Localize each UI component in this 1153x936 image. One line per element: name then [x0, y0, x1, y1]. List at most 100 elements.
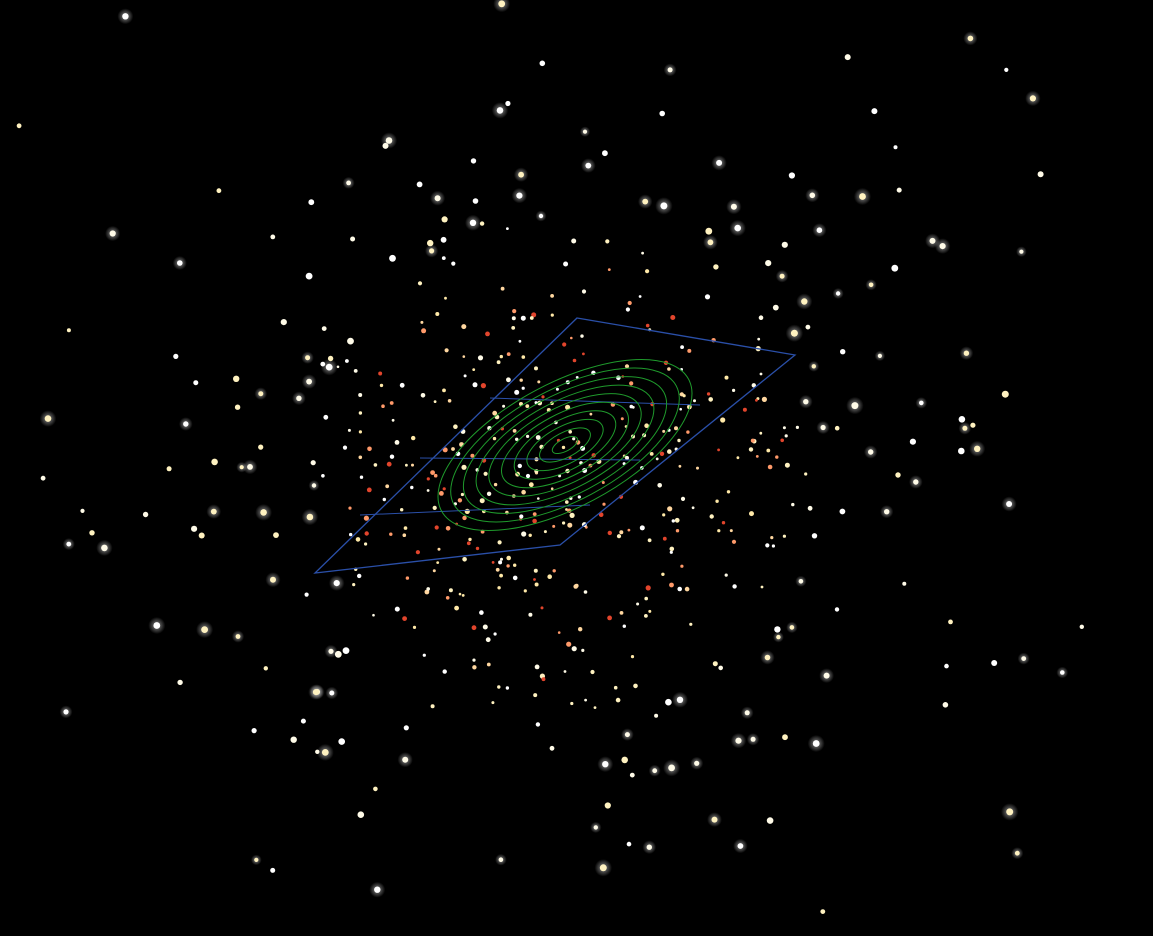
star	[254, 857, 259, 863]
star	[667, 367, 671, 371]
star	[306, 513, 314, 521]
star	[868, 449, 874, 455]
star	[512, 429, 517, 433]
star	[730, 203, 737, 210]
star	[432, 569, 436, 573]
star	[367, 446, 372, 452]
star	[480, 383, 486, 389]
star	[472, 368, 476, 371]
star	[109, 230, 116, 237]
star	[624, 732, 630, 738]
star	[426, 587, 431, 591]
star	[626, 841, 632, 847]
star	[755, 398, 758, 402]
star	[816, 227, 823, 233]
star	[304, 592, 309, 597]
star	[717, 529, 721, 533]
star	[784, 434, 788, 438]
star	[581, 289, 587, 294]
star	[641, 251, 644, 255]
star	[440, 236, 447, 243]
star	[647, 538, 652, 543]
star	[547, 574, 552, 579]
star	[374, 886, 381, 893]
star	[582, 129, 588, 134]
star	[891, 264, 899, 272]
star	[834, 425, 840, 431]
plane-outline	[313, 317, 797, 574]
star	[696, 466, 699, 470]
star	[602, 761, 609, 768]
star	[389, 254, 396, 262]
star	[475, 546, 480, 551]
star	[716, 159, 723, 166]
star	[678, 464, 682, 468]
star	[601, 481, 605, 484]
star	[775, 455, 779, 459]
star	[442, 669, 447, 674]
star	[537, 380, 541, 384]
star	[724, 375, 729, 380]
star	[498, 560, 503, 565]
star	[391, 418, 395, 422]
star	[630, 655, 635, 659]
star	[321, 326, 327, 331]
star	[517, 463, 522, 469]
star	[500, 286, 505, 291]
star	[338, 738, 346, 745]
star	[670, 315, 676, 320]
star	[659, 451, 665, 456]
star	[893, 145, 898, 150]
star	[173, 353, 179, 359]
star	[657, 483, 662, 488]
star	[677, 438, 681, 443]
star	[325, 363, 333, 371]
star	[439, 491, 444, 496]
star	[929, 237, 936, 244]
star	[290, 736, 297, 743]
star	[347, 337, 354, 345]
star	[625, 455, 629, 460]
star	[348, 506, 352, 510]
star	[364, 531, 369, 536]
star	[472, 198, 479, 204]
star	[260, 509, 267, 516]
star	[321, 474, 325, 478]
star	[400, 508, 404, 512]
contour-ellipse	[539, 427, 591, 463]
star	[430, 470, 435, 475]
star	[498, 857, 504, 862]
star	[571, 238, 577, 244]
star	[420, 393, 426, 398]
star	[648, 609, 652, 613]
star	[645, 323, 650, 328]
star	[682, 394, 686, 398]
star	[101, 544, 108, 552]
star	[308, 199, 315, 206]
star	[526, 434, 530, 438]
star	[444, 296, 447, 300]
star	[258, 391, 264, 397]
star	[721, 521, 726, 525]
star	[851, 402, 859, 410]
star	[844, 54, 851, 61]
star	[602, 502, 606, 506]
star	[563, 261, 569, 267]
star	[902, 581, 907, 586]
star	[528, 482, 534, 488]
star	[652, 768, 658, 774]
star	[599, 864, 607, 872]
star	[565, 404, 571, 410]
star	[258, 444, 264, 450]
contour-ellipse	[437, 358, 693, 532]
star	[691, 506, 695, 510]
star	[729, 529, 733, 533]
star	[669, 550, 673, 554]
star	[942, 702, 949, 708]
star	[512, 309, 517, 314]
star	[382, 497, 386, 502]
star	[627, 528, 631, 532]
star	[726, 490, 731, 494]
star	[607, 530, 612, 536]
star	[812, 740, 820, 747]
